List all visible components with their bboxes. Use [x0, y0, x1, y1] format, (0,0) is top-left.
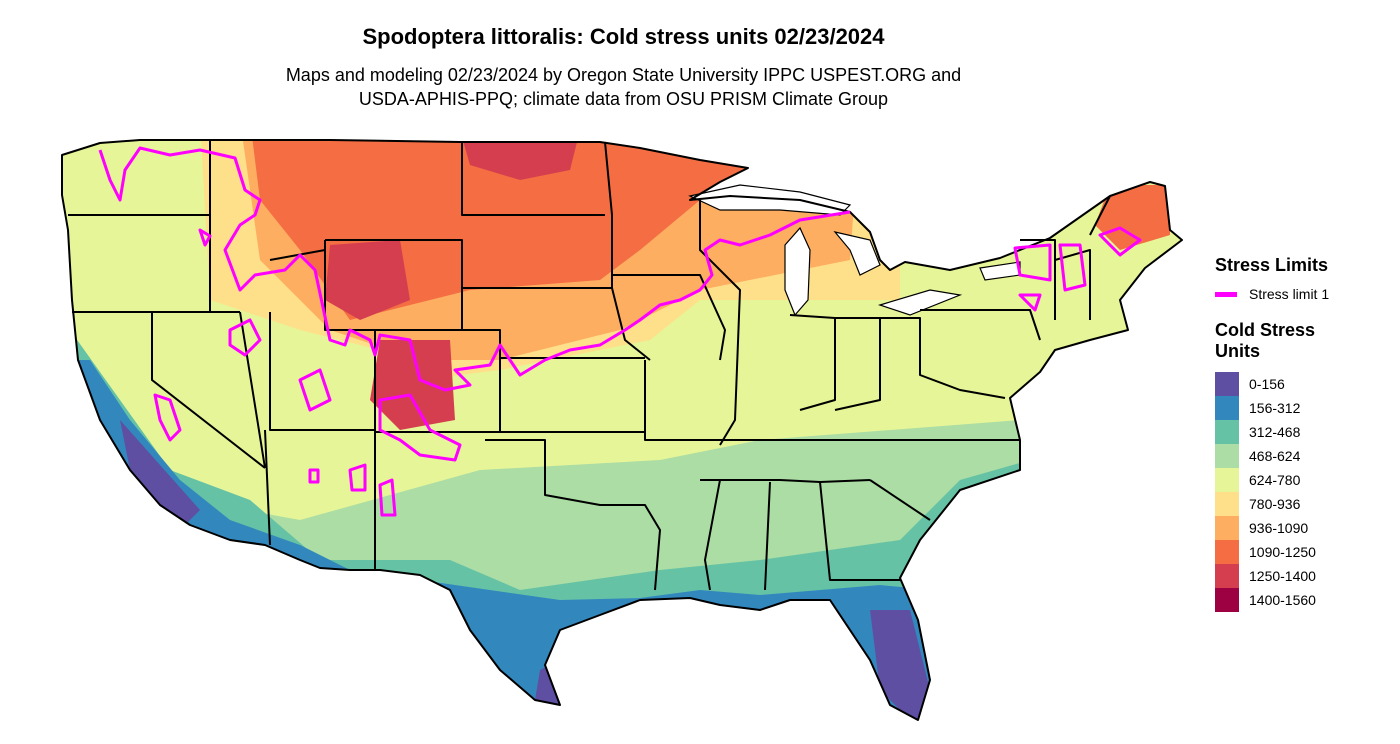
legend-bin-label: 1250-1400: [1249, 568, 1316, 584]
legend-bin-label: 1090-1250: [1249, 544, 1316, 560]
map-subtitle: Maps and modeling 02/23/2024 by Oregon S…: [0, 63, 1247, 111]
legend-bin-1: 156-312: [1215, 396, 1395, 420]
lake-michigan: [784, 226, 811, 317]
legend-bin-label: 0-156: [1249, 376, 1285, 392]
legend-bin-6: 936-1090: [1215, 516, 1395, 540]
zone-1250-1400-colorado: [370, 340, 455, 430]
legend-bin-3: 468-624: [1215, 444, 1395, 468]
subtitle-line-1: Maps and modeling 02/23/2024 by Oregon S…: [285, 65, 962, 85]
legend-bin-9: 1400-1560: [1215, 588, 1395, 612]
legend-bin-label: 780-936: [1249, 496, 1301, 512]
legend-bin-swatch: [1215, 372, 1239, 396]
us-cold-stress-map: [61, 139, 1183, 721]
us-outline: [61, 139, 1183, 721]
legend-bin-swatch: [1215, 444, 1239, 468]
legend-bin-8: 1250-1400: [1215, 564, 1395, 588]
stress-limits-title: Stress Limits: [1215, 255, 1329, 275]
legend-bin-0: 0-156: [1215, 372, 1395, 396]
legend-bin-label: 156-312: [1249, 400, 1301, 416]
legend-bin-swatch: [1215, 588, 1239, 612]
lake-erie: [878, 289, 963, 316]
state-borders: [61, 139, 1183, 721]
legend-bin-label: 312-468: [1249, 424, 1301, 440]
legend-bin-2: 312-468: [1215, 420, 1395, 444]
legend-bin-4: 624-780: [1215, 468, 1395, 492]
legend-bin-label: 468-624: [1249, 448, 1301, 464]
legend-bin-swatch: [1215, 540, 1239, 564]
map-title: Spodoptera littoralis: Cold stress units…: [362, 24, 885, 49]
legend-bin-5: 780-936: [1215, 492, 1395, 516]
zone-1250-1400-wyoming: [325, 240, 410, 320]
subtitle-line-2: USDA-APHIS-PPQ; climate data from OSU PR…: [358, 89, 889, 109]
great-lakes: [688, 184, 1021, 317]
lake-huron: [833, 231, 881, 276]
zone-0-156-florida: [870, 610, 930, 720]
legend-bin-label: 624-780: [1249, 472, 1301, 488]
stress-limit-entry: Stress limit 1: [1215, 286, 1395, 302]
zone-maine: [1095, 185, 1170, 250]
legend-bin-swatch: [1215, 420, 1239, 444]
stress-limit-label: Stress limit 1: [1249, 286, 1330, 302]
legend-bin-label: 936-1090: [1249, 520, 1309, 536]
zone-0-156-california: [120, 420, 200, 530]
legend-bin-swatch: [1215, 492, 1239, 516]
legend-bin-swatch: [1215, 516, 1239, 540]
legend-bin-label: 1400-1560: [1249, 592, 1316, 608]
legend-bin-swatch: [1215, 468, 1239, 492]
stress-limit-swatch: [1215, 291, 1237, 297]
legend-bin-7: 1090-1250: [1215, 540, 1395, 564]
cold-stress-raster: [62, 140, 1182, 720]
cold-stress-bins: 0-156 156-312 312-468 468-624 624-780 780-936…: [1215, 372, 1395, 612]
legend-bin-swatch: [1215, 564, 1239, 588]
cold-stress-title: Cold Stress Units: [1215, 320, 1316, 361]
legend-bin-swatch: [1215, 396, 1239, 420]
stress-limit-main: [98, 146, 851, 392]
stress-limit-contours: [98, 146, 1142, 517]
legend: Stress Limits Stress limit 1 Cold Stress…: [1215, 255, 1395, 612]
